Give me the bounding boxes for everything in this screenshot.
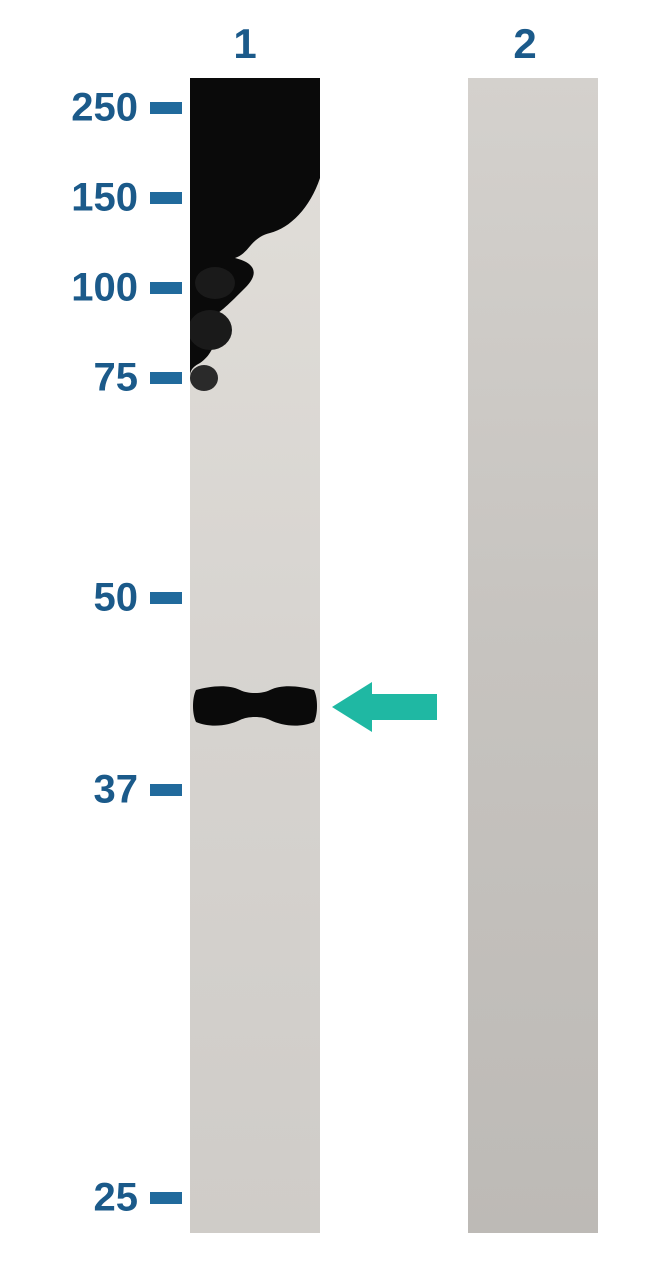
marker-dash [150, 1192, 182, 1204]
marker-label: 50 [8, 576, 138, 621]
main-band [193, 686, 317, 725]
marker-label: 250 [8, 86, 138, 131]
spot-100 [195, 267, 235, 299]
blot-figure: 1 2 250 150 100 75 50 37 25 [0, 0, 650, 1270]
marker-dash [150, 282, 182, 294]
marker-label: 150 [8, 176, 138, 221]
marker-dash [150, 372, 182, 384]
marker-dash [150, 784, 182, 796]
marker-label: 75 [8, 356, 138, 401]
marker-label: 25 [8, 1176, 138, 1221]
marker-label: 37 [8, 768, 138, 813]
spot-75 [190, 365, 218, 391]
marker-label: 100 [8, 266, 138, 311]
lane1-signal [190, 78, 320, 778]
lane-2 [468, 78, 598, 1233]
spot-85 [190, 310, 232, 350]
marker-dash [150, 102, 182, 114]
marker-dash [150, 192, 182, 204]
marker-dash [150, 592, 182, 604]
lane-label-1: 1 [233, 20, 256, 68]
lane-label-2: 2 [513, 20, 536, 68]
target-arrow-icon [332, 682, 437, 732]
